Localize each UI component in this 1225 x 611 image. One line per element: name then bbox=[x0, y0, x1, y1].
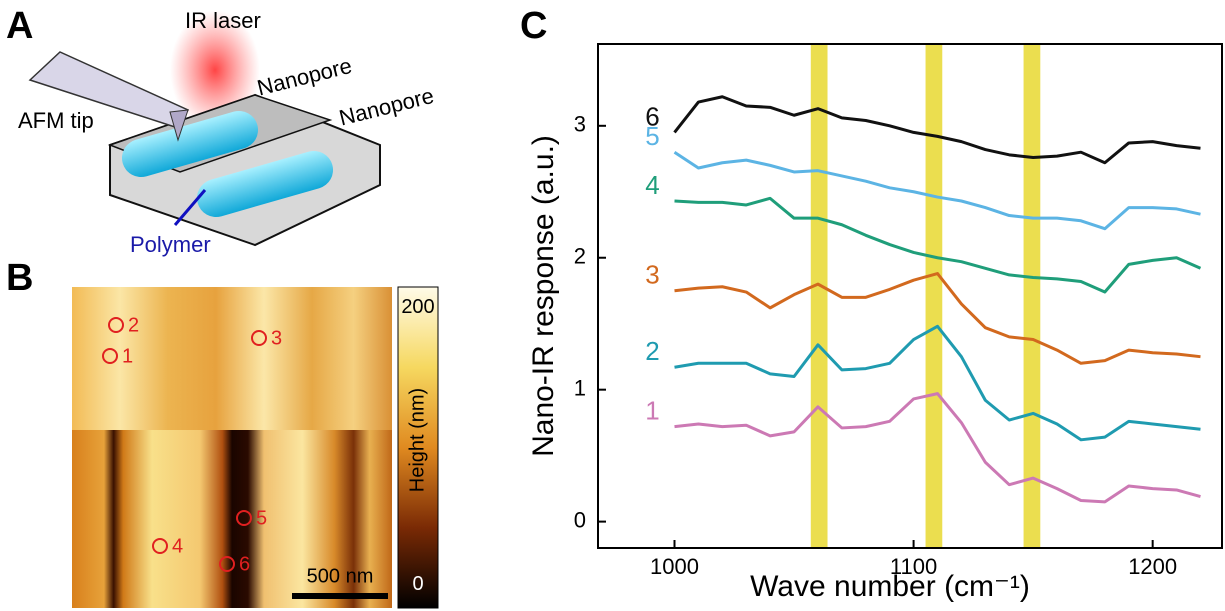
series-line bbox=[674, 392, 1201, 504]
panel-label: C bbox=[520, 5, 547, 47]
x-tick-label: 1000 bbox=[650, 554, 699, 579]
label: Nanopore bbox=[337, 83, 437, 131]
afm-image bbox=[72, 287, 392, 432]
x-tick-label: 1200 bbox=[1128, 554, 1177, 579]
marker-label: 5 bbox=[256, 507, 267, 529]
series-label: 4 bbox=[645, 170, 659, 200]
y-tick-label: 0 bbox=[574, 507, 586, 532]
label: Polymer bbox=[130, 232, 211, 257]
marker bbox=[102, 348, 118, 364]
label: Nanopore bbox=[255, 53, 355, 101]
polymer-capsule bbox=[121, 110, 259, 178]
y-tick-label: 1 bbox=[574, 375, 586, 400]
y-tick-label: 3 bbox=[574, 112, 586, 137]
series-line bbox=[674, 324, 1201, 442]
colorbar-label: Height (nm) bbox=[406, 388, 428, 492]
series-line bbox=[674, 272, 1201, 365]
panel-label: A bbox=[6, 5, 33, 47]
marker bbox=[219, 556, 235, 572]
marker-label: 6 bbox=[239, 553, 250, 575]
y-tick-label: 2 bbox=[574, 244, 586, 269]
marker bbox=[108, 317, 124, 333]
series-label: 2 bbox=[645, 336, 659, 366]
panel-a: A IR laser Nanopore Nanopore AFM tip Pol… bbox=[6, 5, 436, 257]
marker-label: 3 bbox=[271, 327, 282, 349]
label: IR laser bbox=[185, 8, 261, 33]
series-line bbox=[674, 196, 1202, 294]
series-label: 6 bbox=[645, 101, 659, 131]
panel-label: B bbox=[6, 257, 33, 299]
plot-frame bbox=[597, 43, 1223, 549]
panel-b: B Height (nm) 500 nm 1 2 3 4 5 6 0 200 bbox=[6, 257, 439, 609]
series-line bbox=[673, 150, 1201, 231]
colorbar-tick-label: 0 bbox=[412, 573, 423, 595]
polymer-capsule bbox=[196, 150, 334, 218]
label: AFM tip bbox=[18, 108, 94, 133]
series-label: 1 bbox=[645, 395, 659, 425]
series-label: 5 bbox=[645, 121, 659, 151]
x-tick-label: 1100 bbox=[890, 554, 937, 579]
marker bbox=[251, 330, 267, 346]
arrow bbox=[173, 189, 207, 226]
afm-image bbox=[72, 430, 392, 608]
scale-bar-label: 500 nm bbox=[307, 565, 374, 587]
marker bbox=[152, 538, 168, 554]
marker-label: 1 bbox=[122, 345, 133, 367]
marker-label: 2 bbox=[128, 314, 139, 336]
series-label: 3 bbox=[645, 260, 659, 290]
x-axis-title: Wave number (cm⁻¹) bbox=[750, 570, 1030, 603]
colorbar-tick-label: 200 bbox=[401, 296, 434, 318]
highlight-band bbox=[1023, 44, 1041, 548]
highlight-band bbox=[810, 44, 828, 548]
marker bbox=[236, 510, 252, 526]
panel-c: C Wave number (cm⁻¹) Nano-IR response (a… bbox=[520, 5, 1223, 603]
highlight-band bbox=[925, 44, 943, 548]
marker-label: 4 bbox=[172, 535, 183, 557]
afm-tip-apex bbox=[169, 109, 189, 142]
colorbar bbox=[397, 286, 439, 609]
series-line bbox=[673, 95, 1201, 165]
y-axis-title: Nano-IR response (a.u.) bbox=[527, 135, 560, 457]
